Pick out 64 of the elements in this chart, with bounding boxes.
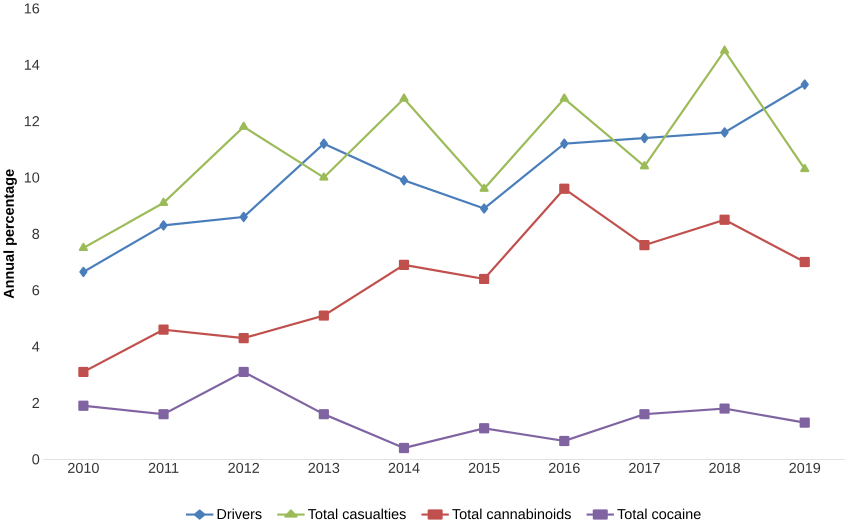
point (800, 257, 810, 268)
point (560, 94, 569, 102)
point (78, 367, 89, 378)
point (639, 409, 650, 420)
x-tick-label: 2017 (629, 463, 660, 474)
point (318, 409, 329, 420)
x-tick-label: 2013 (308, 463, 340, 474)
x-tick-label: 2012 (228, 463, 259, 474)
x-tick-label: 2019 (789, 463, 820, 474)
point (398, 260, 410, 270)
y-axis-title: Annual percentage (3, 170, 17, 299)
y-tick-label: 0 (32, 454, 40, 465)
y-tick-label: 12 (24, 116, 40, 126)
point (79, 267, 88, 278)
point (159, 220, 168, 231)
x-tick-label: 2018 (709, 463, 740, 474)
point (720, 128, 729, 138)
point (719, 214, 730, 226)
x-tick-label: 2016 (548, 463, 580, 474)
legend-label: Total cannabinoids (452, 508, 571, 520)
legend-label: Total casualties (308, 508, 406, 520)
x-tick-label: 2010 (68, 463, 99, 474)
point (240, 212, 248, 222)
point (800, 418, 810, 428)
point (800, 164, 810, 172)
x-tick-label: 2015 (468, 463, 500, 474)
y-tick-label: 10 (24, 172, 40, 183)
point (479, 274, 490, 284)
point (238, 333, 249, 344)
y-tick-label: 6 (32, 285, 40, 296)
y-tick-label: 16 (24, 4, 40, 14)
point (399, 94, 409, 102)
x-tick-label: 2014 (388, 463, 420, 474)
point (78, 400, 89, 412)
point (320, 138, 328, 150)
point (559, 436, 570, 446)
point (239, 122, 248, 130)
legend-label: Drivers (218, 508, 262, 520)
point (480, 184, 489, 192)
point (158, 324, 169, 336)
point (158, 409, 169, 420)
point (319, 172, 328, 181)
point (800, 80, 809, 90)
y-tick-label: 14 (24, 60, 40, 70)
y-tick-label: 4 (32, 342, 40, 352)
point (639, 240, 650, 250)
point (720, 46, 730, 54)
point (559, 184, 570, 194)
point (480, 204, 488, 214)
point (318, 310, 329, 321)
point (400, 175, 408, 186)
y-tick-label: 2 (32, 398, 40, 408)
point (640, 161, 650, 170)
point (158, 198, 168, 206)
y-tick-label: 8 (32, 228, 40, 240)
point (479, 423, 490, 434)
point (238, 367, 249, 378)
point (398, 443, 410, 454)
point (719, 404, 730, 414)
legend-label: Total cocaine (617, 508, 701, 520)
x-tick-label: 2011 (148, 463, 178, 474)
point (78, 243, 88, 252)
point (640, 133, 649, 144)
point (560, 138, 568, 150)
